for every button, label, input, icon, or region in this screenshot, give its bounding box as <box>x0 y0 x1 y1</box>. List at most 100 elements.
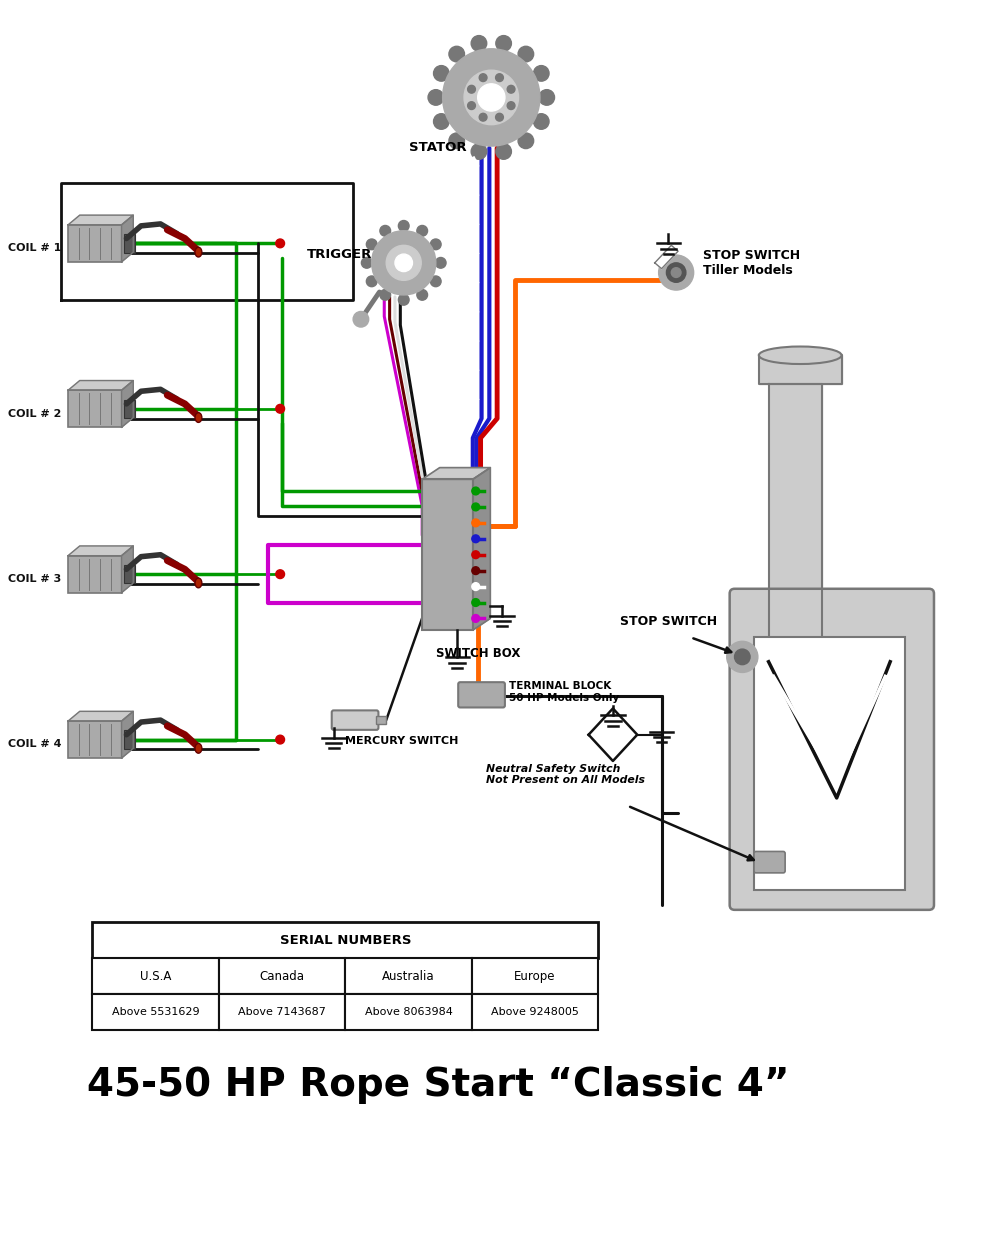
Circle shape <box>449 133 464 148</box>
Text: TERMINAL BLOCK
50 HP Models Only: TERMINAL BLOCK 50 HP Models Only <box>509 681 619 703</box>
Bar <box>124 730 135 748</box>
Polygon shape <box>422 467 490 480</box>
Bar <box>124 565 135 583</box>
Circle shape <box>496 113 503 121</box>
Circle shape <box>276 570 285 578</box>
Circle shape <box>434 65 449 81</box>
Bar <box>68 224 122 261</box>
Text: Above 5531629: Above 5531629 <box>112 1007 199 1017</box>
Polygon shape <box>473 467 490 630</box>
Circle shape <box>417 290 428 300</box>
Circle shape <box>380 290 391 300</box>
Circle shape <box>366 276 377 286</box>
Circle shape <box>496 74 503 81</box>
Circle shape <box>507 102 515 110</box>
Circle shape <box>472 519 480 526</box>
Circle shape <box>380 226 391 237</box>
Circle shape <box>361 258 372 269</box>
Bar <box>345 995 472 1031</box>
Text: U.S.A: U.S.A <box>140 970 171 983</box>
Circle shape <box>479 113 487 121</box>
Bar <box>68 391 122 428</box>
Bar <box>68 721 122 758</box>
Circle shape <box>472 535 480 543</box>
Bar <box>92 958 219 995</box>
Text: COIL # 1: COIL # 1 <box>8 243 61 253</box>
Circle shape <box>443 49 540 145</box>
Bar <box>124 399 135 418</box>
Polygon shape <box>122 546 133 593</box>
Text: Above 8063984: Above 8063984 <box>365 1007 453 1017</box>
Circle shape <box>468 85 475 94</box>
Bar <box>472 958 598 995</box>
Circle shape <box>434 113 449 129</box>
Text: SWITCH BOX: SWITCH BOX <box>436 647 520 660</box>
Text: Above 7143687: Above 7143687 <box>238 1007 326 1017</box>
Circle shape <box>539 90 555 105</box>
Circle shape <box>727 641 758 672</box>
FancyBboxPatch shape <box>458 682 505 708</box>
Circle shape <box>472 599 480 607</box>
Circle shape <box>395 254 412 271</box>
Polygon shape <box>122 711 133 758</box>
Text: STATOR: STATOR <box>409 141 466 154</box>
Circle shape <box>276 404 285 413</box>
Bar <box>422 480 473 630</box>
Bar <box>376 716 386 724</box>
Circle shape <box>472 487 480 494</box>
Bar <box>219 958 345 995</box>
Circle shape <box>471 144 487 159</box>
Circle shape <box>372 231 436 295</box>
Polygon shape <box>122 381 133 428</box>
Circle shape <box>666 263 686 282</box>
Text: MERCURY SWITCH: MERCURY SWITCH <box>345 736 459 746</box>
Polygon shape <box>68 711 133 721</box>
Text: Canada: Canada <box>260 970 305 983</box>
Bar <box>92 995 219 1031</box>
Circle shape <box>507 85 515 94</box>
Circle shape <box>417 226 428 237</box>
Circle shape <box>366 239 377 250</box>
Text: STOP SWITCH
Tiller Models: STOP SWITCH Tiller Models <box>703 249 801 277</box>
Bar <box>345 958 472 995</box>
Text: Above 9248005: Above 9248005 <box>491 1007 579 1017</box>
Text: COIL # 2: COIL # 2 <box>8 408 61 419</box>
Polygon shape <box>655 245 678 269</box>
Circle shape <box>430 239 441 250</box>
Text: TRIGGER: TRIGGER <box>306 248 372 261</box>
FancyBboxPatch shape <box>754 852 785 873</box>
Circle shape <box>533 113 549 129</box>
Bar <box>124 234 135 253</box>
Ellipse shape <box>195 578 202 588</box>
Polygon shape <box>68 216 133 224</box>
Text: Australia: Australia <box>382 970 435 983</box>
Circle shape <box>398 295 409 305</box>
Circle shape <box>471 36 487 51</box>
Circle shape <box>472 503 480 510</box>
Circle shape <box>735 649 750 665</box>
Text: Europe: Europe <box>514 970 556 983</box>
Circle shape <box>449 47 464 62</box>
FancyBboxPatch shape <box>730 589 934 910</box>
Text: STOP SWITCH: STOP SWITCH <box>620 615 717 628</box>
Circle shape <box>472 583 480 591</box>
Text: COIL # 3: COIL # 3 <box>8 575 61 584</box>
Polygon shape <box>589 709 637 761</box>
Polygon shape <box>68 546 133 556</box>
Bar <box>219 995 345 1031</box>
Circle shape <box>398 221 409 232</box>
Circle shape <box>276 239 285 248</box>
Circle shape <box>464 70 519 125</box>
Circle shape <box>386 245 421 280</box>
Circle shape <box>472 551 480 559</box>
Bar <box>754 637 905 890</box>
Circle shape <box>518 47 534 62</box>
Circle shape <box>518 133 534 148</box>
Circle shape <box>496 36 511 51</box>
Polygon shape <box>769 385 822 875</box>
Text: Neutral Safety Switch
Not Present on All Models: Neutral Safety Switch Not Present on All… <box>486 763 645 785</box>
Circle shape <box>430 276 441 286</box>
Circle shape <box>496 144 511 159</box>
Bar <box>92 922 598 958</box>
Ellipse shape <box>195 743 202 753</box>
